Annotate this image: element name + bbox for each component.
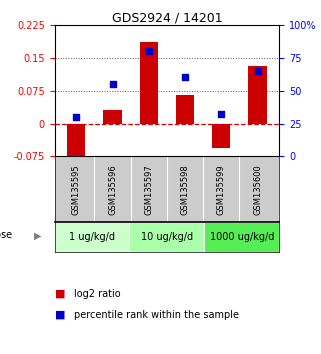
Text: ■: ■ [55, 310, 65, 320]
Text: ■: ■ [55, 289, 65, 299]
Point [182, 75, 187, 80]
Text: GSM135597: GSM135597 [144, 164, 153, 215]
Bar [176, 95, 194, 124]
Text: GSM135598: GSM135598 [180, 164, 189, 215]
Title: GDS2924 / 14201: GDS2924 / 14201 [112, 12, 222, 25]
Point [74, 114, 79, 120]
Text: percentile rank within the sample: percentile rank within the sample [74, 310, 239, 320]
Text: GSM135599: GSM135599 [217, 164, 226, 215]
Text: 1 ug/kg/d: 1 ug/kg/d [69, 232, 115, 242]
Bar [140, 42, 158, 124]
Text: 10 ug/kg/d: 10 ug/kg/d [141, 232, 193, 242]
Bar [204, 222, 279, 252]
Text: 1000 ug/kg/d: 1000 ug/kg/d [210, 232, 274, 242]
Text: log2 ratio: log2 ratio [74, 289, 120, 299]
Point [255, 68, 260, 74]
Point [219, 112, 224, 117]
Bar [55, 222, 129, 252]
Bar [67, 124, 85, 163]
Point [146, 48, 152, 54]
Bar [103, 110, 122, 124]
Text: GSM135596: GSM135596 [108, 164, 117, 215]
Bar [248, 67, 266, 124]
Text: GSM135595: GSM135595 [72, 164, 81, 215]
Text: dose: dose [0, 230, 13, 240]
Text: GSM135600: GSM135600 [253, 164, 262, 215]
Text: ▶: ▶ [34, 230, 42, 240]
Bar [212, 124, 230, 148]
Bar [129, 222, 204, 252]
Point [110, 81, 115, 87]
